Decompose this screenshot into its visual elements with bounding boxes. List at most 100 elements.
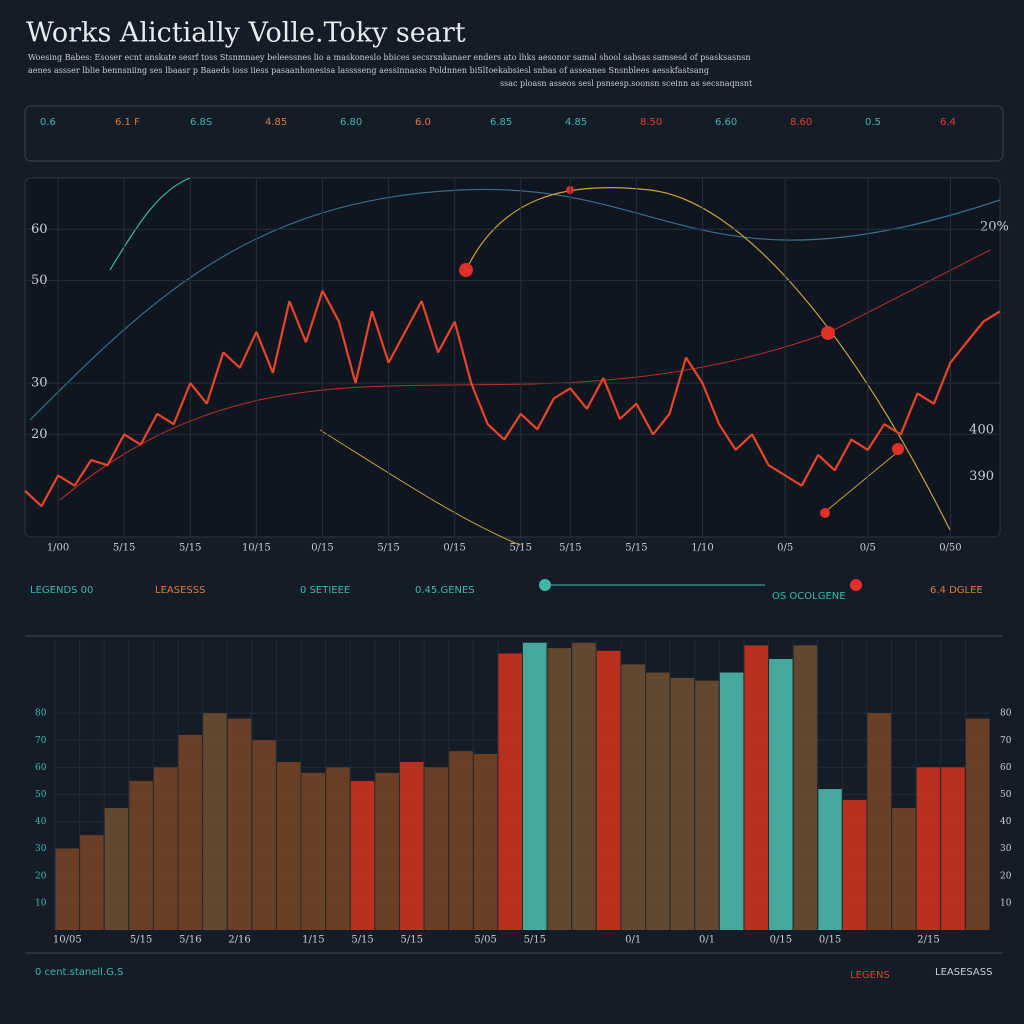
bar (473, 753, 498, 930)
bar (941, 767, 965, 930)
x-tick-label: 0/15 (443, 543, 465, 554)
x-tick-label: 0/5 (777, 543, 793, 554)
x-tick-label: 0/15 (770, 935, 792, 946)
y-tick-label: 20 (35, 871, 47, 881)
deco-dot (850, 579, 862, 591)
y-tick-label: 50 (31, 273, 48, 288)
footer-text: LEGENS (850, 970, 890, 981)
bar (572, 642, 596, 930)
bar (793, 645, 818, 930)
bar (892, 808, 916, 930)
bar (375, 772, 399, 930)
stat-value: 6.60 (715, 117, 737, 128)
stat-value: 6.80 (340, 117, 362, 128)
y-tick-label: 10 (1000, 898, 1012, 908)
y-tick-label: 80 (35, 709, 47, 719)
stat-value: 0.5 (865, 117, 881, 128)
footer-text: LEASESASS (935, 967, 992, 978)
x-tick-label: 5/15 (377, 543, 399, 554)
y-tick-label: 30 (1000, 844, 1012, 854)
x-tick-label: 10/05 (53, 935, 82, 946)
subtitle: ssac ploasn asseos sesl psnsesp.soonsn s… (500, 79, 753, 88)
bar (695, 680, 719, 930)
x-tick-label: 0/5 (860, 543, 876, 554)
legend-item: OS OCOLGENE (772, 591, 846, 602)
stat-value: 8.60 (790, 117, 812, 128)
y2-tick-label: 390 (969, 469, 994, 484)
legend-item: LEGENDS 00 (30, 585, 93, 596)
bar (424, 767, 449, 930)
x-tick-label: 5/15 (113, 543, 135, 554)
y-tick-label: 40 (1000, 817, 1012, 827)
bar (523, 642, 547, 930)
x-tick-label: 5/15 (130, 935, 152, 946)
y-tick-label: 40 (35, 817, 47, 827)
x-tick-label: 2/15 (917, 935, 939, 946)
y-tick-label: 60 (35, 763, 47, 773)
bar (769, 658, 793, 930)
annotation: 20% (980, 220, 1009, 235)
stat-value: 6.1 F (115, 117, 140, 128)
x-tick-label: 5/15 (510, 543, 532, 554)
y-tick-label: 30 (31, 376, 48, 391)
bar (104, 808, 129, 930)
y-tick-label: 20 (1000, 871, 1012, 881)
x-tick-label: 0/1 (699, 935, 715, 946)
y-tick-label: 60 (1000, 763, 1012, 773)
deco-curve (109, 177, 191, 271)
x-tick-label: 5/15 (625, 543, 647, 554)
x-tick-label: 5/15 (351, 935, 373, 946)
legend-item: 0.45.GENES (415, 585, 475, 596)
stat-value: 8.50 (640, 117, 662, 128)
y-tick-label: 50 (35, 790, 47, 800)
bar (842, 799, 867, 930)
x-tick-label: 1/10 (691, 543, 713, 554)
footer-text: 0 cent.stanell.G.S (35, 967, 123, 978)
bar (646, 672, 670, 930)
deco-curve (824, 449, 901, 513)
stat-value: 4.85 (565, 117, 587, 128)
x-tick-label: 5/15 (524, 935, 546, 946)
bar (129, 780, 153, 930)
bar (227, 718, 252, 930)
bar (252, 740, 276, 930)
data-line (24, 290, 1001, 508)
title: Works Alictially Volle.Toky seart (26, 18, 466, 49)
x-tick-label: 5/16 (179, 935, 201, 946)
legend-item: LEASESSS (155, 585, 205, 596)
deco-curve (29, 188, 1001, 421)
x-tick-label: 0/1 (625, 935, 641, 946)
y-tick-label: 10 (35, 898, 47, 908)
bar (965, 718, 990, 930)
deco-dot (820, 508, 830, 518)
deco-curve (319, 429, 521, 546)
bar (867, 713, 892, 930)
plot-frame (24, 177, 1001, 538)
bar (153, 767, 178, 930)
bar (670, 677, 695, 930)
y2-tick-label: 400 (969, 422, 994, 437)
x-tick-label: 0/15 (311, 543, 333, 554)
subtitle: aenes assser lblie bennsniing ses lbaasr… (28, 66, 709, 75)
bar (818, 789, 842, 930)
x-tick-label: 5/15 (401, 935, 423, 946)
bar (203, 713, 227, 930)
x-tick-label: 1/00 (47, 543, 69, 554)
stat-value: 6.0 (415, 117, 431, 128)
x-tick-label: 5/05 (474, 935, 496, 946)
deco-dot (539, 579, 551, 591)
bar (178, 734, 203, 930)
x-tick-label: 5/15 (559, 543, 581, 554)
deco-dot (892, 443, 904, 455)
bar (80, 835, 104, 930)
bar (449, 751, 473, 930)
x-tick-label: 2/16 (228, 935, 250, 946)
y-tick-label: 80 (1000, 709, 1012, 719)
stat-value: 4.85 (265, 117, 287, 128)
stats-box (24, 105, 1004, 162)
deco-dot (459, 263, 473, 277)
y-tick-label: 20 (31, 427, 48, 442)
bar (916, 767, 941, 930)
deco-curve (59, 249, 991, 501)
